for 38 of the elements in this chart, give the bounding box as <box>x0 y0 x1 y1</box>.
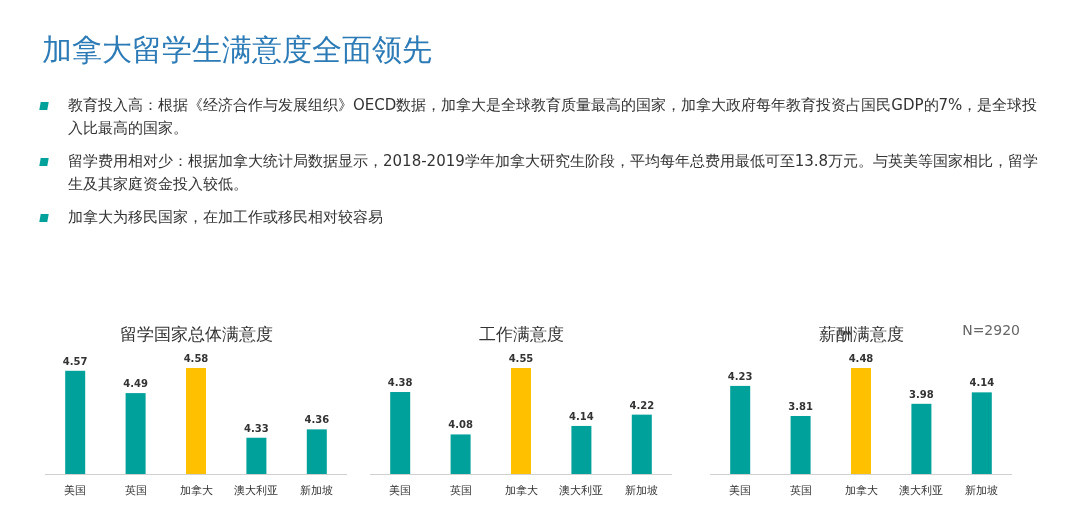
x-tick-label: 英国 <box>449 484 472 497</box>
data-label: 4.49 <box>123 378 148 390</box>
data-label: 3.81 <box>788 400 813 412</box>
x-tick-label: 新加坡 <box>300 484 334 497</box>
data-label: 4.23 <box>727 370 753 382</box>
x-tick-label: 澳大利亚 <box>234 484 279 497</box>
data-label: 4.08 <box>448 419 473 431</box>
data-label: 4.58 <box>183 353 209 364</box>
chart-title: 薪酬满意度 <box>818 324 904 344</box>
x-tick-label: 英国 <box>789 484 812 497</box>
x-tick-label: 加拿大 <box>179 484 213 497</box>
x-tick-label: 美国 <box>389 484 412 497</box>
text: 教育投入高：根据《经济合作与发展组织》OECD数据，加拿大是全球教育质量最高的国家，加拿大政府每年教育投资占国民GDP的7%，是全球投入比最高的国家。 <box>68 96 1038 137</box>
data-label: 4.14 <box>969 377 995 389</box>
x-tick-label: 美国 <box>729 484 752 497</box>
data-label: 4.38 <box>387 377 413 389</box>
text: 加拿大留学生满意度全面领先 <box>42 31 432 69</box>
data-label: 4.22 <box>629 399 655 411</box>
x-tick-label: 加拿大 <box>504 484 538 497</box>
text: 加拿大为移民国家，在加工作或移民相对较容易 <box>68 208 383 226</box>
x-tick-label: 加拿大 <box>844 484 878 497</box>
data-label: 4.57 <box>62 355 88 367</box>
text: N=2920 <box>962 322 1020 338</box>
x-tick-label: 澳大利亚 <box>559 484 604 497</box>
data-label: 4.36 <box>304 414 330 426</box>
chart-title: 留学国家总体满意度 <box>119 324 273 344</box>
x-tick-label: 新加坡 <box>625 484 659 497</box>
data-label: 4.14 <box>569 410 594 422</box>
x-tick-label: 澳大利亚 <box>899 484 944 497</box>
data-label: 4.48 <box>848 353 874 364</box>
chart-title: 工作满意度 <box>478 324 564 344</box>
data-label: 4.33 <box>244 422 269 434</box>
x-tick-label: 美国 <box>64 484 87 497</box>
x-tick-label: 英国 <box>124 484 147 497</box>
x-tick-label: 新加坡 <box>965 484 999 497</box>
data-label: 3.98 <box>909 388 934 400</box>
text: 留学费用相对少：根据加拿大统计局数据显示，2018-2019学年加拿大研究生阶段，平均每年总费用最低可至13.8万元。与英美等国家相比，留学生及其家庭资金投入较低。 <box>68 152 1039 193</box>
data-label: 4.55 <box>508 353 534 364</box>
